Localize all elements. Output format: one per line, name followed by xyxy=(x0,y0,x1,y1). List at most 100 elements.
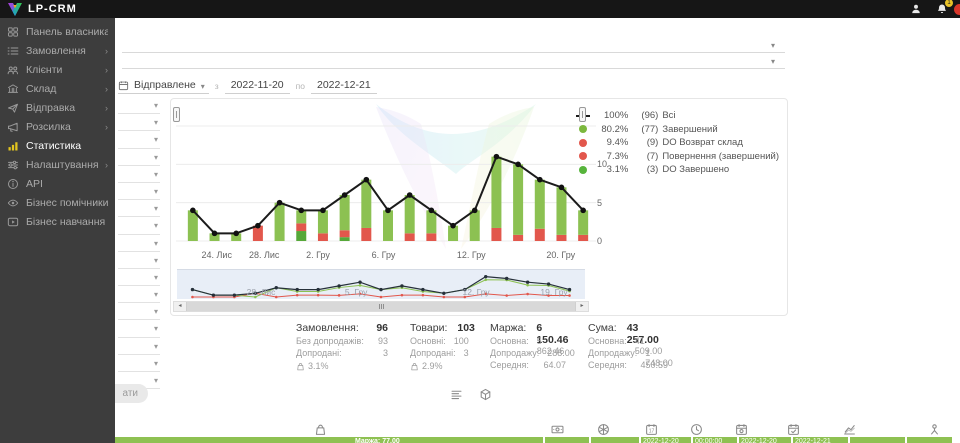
side-filter-select-8[interactable]: ▾ xyxy=(118,217,160,235)
from-label: з xyxy=(214,81,219,91)
side-filter-select-1[interactable]: ▾ xyxy=(118,97,160,115)
topbar: LP-CRM 1 xyxy=(0,0,960,18)
side-filter-select-4[interactable]: ▾ xyxy=(118,149,160,166)
stats-value: 6 150.46 xyxy=(536,322,569,346)
stats-value: 103 xyxy=(457,322,475,334)
chevron-down-icon: ▾ xyxy=(153,118,158,128)
package-icon[interactable] xyxy=(597,423,610,436)
side-filter-select-3[interactable]: ▾ xyxy=(118,131,160,149)
side-filter-select-14[interactable]: ▾ xyxy=(118,320,160,338)
settings-icon xyxy=(7,159,19,171)
sidebar-item-clients[interactable]: Клієнти › xyxy=(0,60,115,79)
sidebar-item-label: Замовлення xyxy=(26,44,86,57)
user-icon[interactable] xyxy=(910,3,922,15)
sidebar-item-shipping[interactable]: Відправка › xyxy=(0,98,115,117)
sidebar-item-panel[interactable]: Панель власника xyxy=(0,22,115,41)
chevron-down-icon: ▾ xyxy=(153,135,158,145)
scrollbar-thumb[interactable] xyxy=(186,302,576,311)
side-filter-select-16[interactable]: ▾ xyxy=(118,355,160,372)
chevron-right-icon: › xyxy=(105,159,108,170)
bag-icon[interactable] xyxy=(314,423,327,436)
legend-item[interactable]: 3.1% (3) DO Завершено xyxy=(575,163,779,177)
main-chart[interactable] xyxy=(176,101,598,249)
legend-dot-marker-icon xyxy=(575,125,591,134)
scroll-right-icon[interactable]: ▸ xyxy=(576,302,588,311)
side-filter-select-12[interactable]: ▾ xyxy=(118,286,160,304)
chevron-right-icon: › xyxy=(105,83,108,94)
bell-icon[interactable]: 1 xyxy=(936,0,953,15)
chart-navigator[interactable]: 28. Лис 5. Гру 12. Гру 19. Гру xyxy=(177,269,585,299)
brand[interactable]: LP-CRM xyxy=(0,2,77,17)
side-filter-select-13[interactable]: ▾ xyxy=(118,303,160,321)
table-cell: 00:00:00 xyxy=(693,437,737,443)
navigator-scrollbar[interactable]: ◂ ▸ xyxy=(173,301,589,312)
side-filter-select-6[interactable]: ▾ xyxy=(118,183,160,201)
stats-block-4: Сума: 43 257.00 Основна: 41 509.00 Допродажу… xyxy=(588,322,673,372)
network-icon[interactable] xyxy=(928,423,941,436)
area-chart-icon[interactable] xyxy=(843,423,856,436)
chevron-right-icon: › xyxy=(105,45,108,56)
side-filter-select-9[interactable]: ▾ xyxy=(118,235,160,252)
calendar-circle-icon[interactable] xyxy=(735,423,748,436)
sidebar-item-orders[interactable]: Замовлення › xyxy=(0,41,115,60)
navigator-handle-left[interactable] xyxy=(173,107,180,122)
stats-subrow: Допродажу: 288.00 xyxy=(490,348,575,358)
scroll-left-icon[interactable]: ◂ xyxy=(174,302,186,311)
side-filter-select-10[interactable]: ▾ xyxy=(118,252,160,269)
chevron-down-icon: ▾ xyxy=(153,324,158,334)
sidebar-item-settings[interactable]: Налаштування › xyxy=(0,155,115,174)
stats-subrow: Допродажу: 1 748.00 xyxy=(588,348,673,368)
date-to-input[interactable]: 2022-12-21 xyxy=(310,79,377,94)
bag-icon xyxy=(410,362,419,371)
y-tick-label: 0 xyxy=(597,236,603,246)
legend-item[interactable]: 9.4% (9) DO Возврат склад xyxy=(575,136,779,150)
legend-item[interactable]: 7.3% (7) Повернення (завершений) xyxy=(575,150,779,164)
sidebar-item-stock[interactable]: Склад › xyxy=(0,79,115,98)
edge-notification-icon[interactable] xyxy=(954,4,960,15)
lp-crm-logo-icon xyxy=(8,2,22,16)
stats-subrow: Основні: 100 xyxy=(410,336,469,346)
side-filter-select-11[interactable]: ▾ xyxy=(118,269,160,287)
top-select-1[interactable]: ▾ xyxy=(122,38,785,53)
clock-icon[interactable] xyxy=(690,423,703,436)
stats-title: Товари: xyxy=(410,322,448,334)
x-tick-label: 24. Лис xyxy=(201,250,232,260)
api-icon xyxy=(7,178,19,190)
chevron-down-icon: ▾ xyxy=(153,341,158,351)
stats-subrow: Допродані: 3 xyxy=(296,348,388,358)
side-filter-select-5[interactable]: ▾ xyxy=(118,166,160,183)
sidebar-item-statistics[interactable]: Статистика xyxy=(0,136,115,155)
training-icon xyxy=(7,216,19,228)
sidebar-item-training[interactable]: Бізнес навчання xyxy=(0,212,115,231)
calendar-check-icon[interactable] xyxy=(787,423,800,436)
sidebar-item-helpers[interactable]: Бізнес помічники xyxy=(0,193,115,212)
top-select-2[interactable]: ▾ xyxy=(122,54,785,69)
table-cell xyxy=(591,437,639,443)
side-filter-select-7[interactable]: ▾ xyxy=(118,200,160,218)
table-row[interactable]: Маржа: 77.00 2022-12-20 00:00:00 2022-12-20… xyxy=(115,437,960,443)
date-from-input[interactable]: 2022-11-20 xyxy=(224,79,290,94)
helpers-icon xyxy=(7,197,19,209)
legend-percent: 7.3% xyxy=(606,150,629,162)
clients-icon xyxy=(7,64,19,76)
sidebar-item-mailing[interactable]: Розсилка › xyxy=(0,117,115,136)
legend-label: DO Возврат склад xyxy=(662,137,743,149)
sidebar-item-api[interactable]: API xyxy=(0,174,115,193)
side-filter-select-15[interactable]: ▾ xyxy=(118,338,160,355)
list-icon[interactable] xyxy=(450,388,463,401)
banknote-icon[interactable] xyxy=(551,423,564,436)
chevron-down-icon: ▾ xyxy=(153,255,158,265)
cube-icon[interactable] xyxy=(479,388,492,401)
x-tick-label: 6. Гру xyxy=(371,250,396,260)
side-filter-select-2[interactable]: ▾ xyxy=(118,114,160,132)
legend-count: (7) xyxy=(646,150,659,162)
chevron-right-icon: › xyxy=(105,64,108,75)
calendar-date-icon[interactable]: 17 xyxy=(645,423,658,436)
navigator-handle-right[interactable] xyxy=(579,107,586,122)
legend-item[interactable]: 80.2% (77) Завершений xyxy=(575,123,779,137)
legend-item[interactable]: 100% (96) Всі xyxy=(575,109,779,123)
legend-label: DO Завершено xyxy=(662,164,730,176)
status-select[interactable]: Відправлене ▾ xyxy=(118,79,209,94)
x-tick-label: 2. Гру xyxy=(306,250,330,260)
